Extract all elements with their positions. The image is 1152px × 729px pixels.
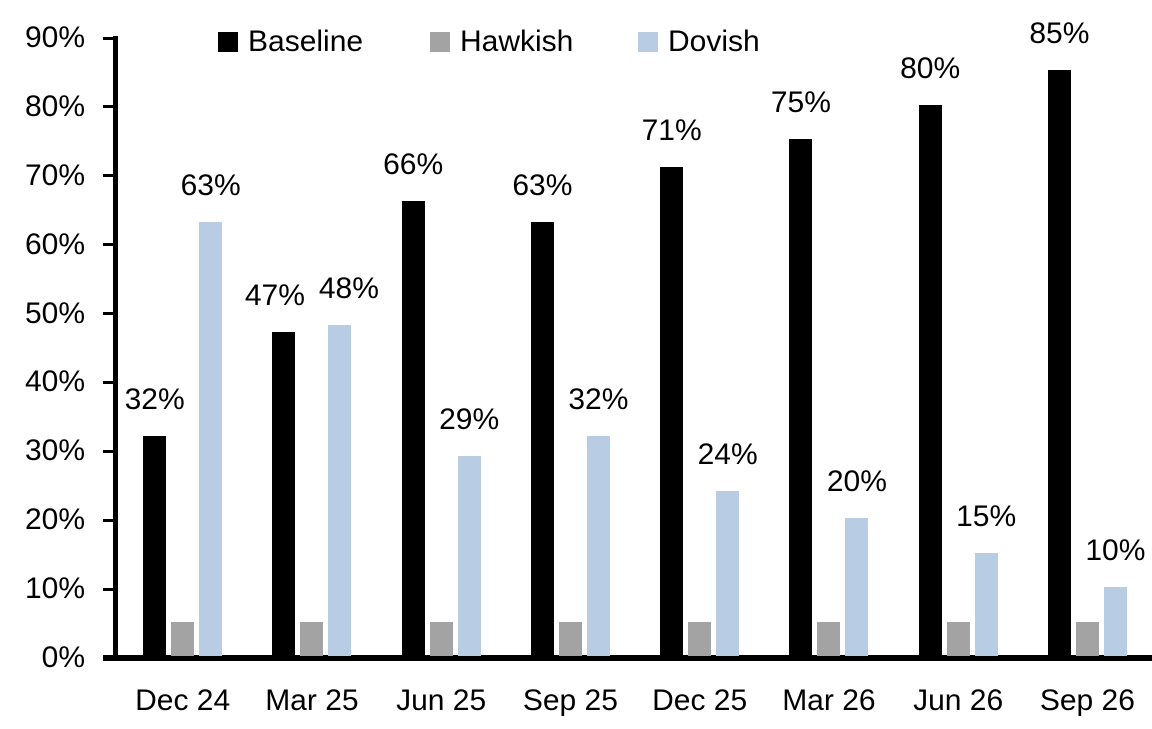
y-tick — [103, 312, 114, 316]
y-tick — [103, 174, 114, 178]
legend-item-dovish: Dovish — [638, 25, 760, 58]
y-tick-label: 10% — [24, 572, 85, 606]
bar-label: 10% — [1085, 534, 1146, 568]
y-tick — [103, 105, 114, 109]
bar-group: 66% 29% — [377, 38, 506, 656]
bar-group: 63% 32% — [506, 38, 635, 656]
bar-baseline-dec-25: 71% — [642, 114, 702, 656]
bar-dovish-mar-26: 20% — [827, 466, 887, 656]
bar-hawkish-mar-26 — [817, 621, 841, 656]
bar-label: 20% — [826, 465, 887, 499]
bar-hawkish-jun-25 — [429, 621, 453, 656]
y-tick-label: 30% — [24, 434, 85, 468]
bar-dovish-jun-25: 29% — [439, 404, 499, 656]
y-tick-label: 90% — [24, 21, 85, 54]
x-category-label: Jun 25 — [396, 684, 487, 717]
legend-item-hawkish: Hawkish — [430, 25, 574, 58]
bar-label: 71% — [641, 113, 702, 147]
bar-group: 47% 48% — [245, 38, 379, 656]
bar-dovish-mar-25: 48% — [319, 273, 379, 656]
legend-label: Hawkish — [460, 25, 574, 58]
bar-dovish-sep-26: 10% — [1085, 535, 1145, 656]
bar-label: 47% — [244, 279, 305, 313]
y-tick-label: 70% — [24, 158, 85, 192]
x-category-label: Jun 26 — [913, 684, 1004, 717]
bar-baseline-sep-25: 63% — [512, 170, 572, 656]
x-category-label: Mar 26 — [782, 684, 876, 717]
y-tick-label: 40% — [24, 365, 85, 399]
bar-group: 71% 24% — [635, 38, 764, 656]
bar-hawkish-mar-25 — [300, 621, 324, 656]
bar-label: 80% — [900, 51, 961, 85]
bar-label: 66% — [383, 148, 444, 182]
bar-dovish-dec-25: 24% — [698, 438, 758, 656]
bar-label: 24% — [697, 437, 758, 471]
bar-baseline-sep-26: 85% — [1029, 18, 1089, 656]
y-tick — [103, 380, 114, 384]
bar-group: 75% 20% — [764, 38, 893, 656]
x-category-label: Dec 25 — [652, 684, 748, 717]
y-axis-line — [113, 36, 118, 661]
y-tick — [103, 518, 114, 522]
bar-hawkish-jun-26 — [946, 621, 970, 656]
bar-label: 32% — [124, 382, 185, 416]
bar-dovish-dec-24: 63% — [181, 170, 241, 656]
y-tick-label: 0% — [41, 641, 85, 674]
bar-label: 75% — [770, 86, 831, 120]
y-tick — [103, 243, 114, 247]
x-category-label: Mar 25 — [265, 684, 359, 717]
x-category-label: Dec 24 — [135, 684, 231, 717]
legend-label: Dovish — [668, 25, 760, 58]
legend-item-baseline: Baseline — [218, 25, 364, 58]
y-tick — [103, 656, 114, 660]
bar-label: 15% — [956, 499, 1017, 533]
y-tick-label: 20% — [24, 503, 85, 537]
y-tick — [103, 36, 114, 40]
y-tick-label: 60% — [24, 227, 85, 261]
bar-baseline-jun-26: 80% — [900, 52, 960, 656]
bar-hawkish-sep-26 — [1075, 621, 1099, 656]
x-axis-line — [103, 655, 1152, 661]
bar-baseline-mar-25: 47% — [245, 280, 305, 656]
bar-label: 48% — [318, 272, 379, 306]
bar-baseline-jun-25: 66% — [383, 149, 443, 656]
bar-label: 63% — [180, 169, 241, 202]
x-category-label: Sep 25 — [522, 684, 618, 717]
y-tick-label: 80% — [24, 89, 85, 123]
bar-hawkish-dec-24 — [171, 621, 195, 656]
y-tick — [103, 449, 114, 453]
bar-hawkish-dec-25 — [688, 621, 712, 656]
bar-hawkish-sep-25 — [558, 621, 582, 656]
y-tick — [103, 587, 114, 591]
legend-swatch-baseline — [218, 32, 238, 52]
legend-swatch-dovish — [638, 32, 658, 52]
bar-baseline-mar-26: 75% — [771, 87, 831, 656]
bar-dovish-jun-26: 15% — [956, 500, 1016, 656]
bar-group: 32% 63% — [118, 38, 247, 656]
bar-baseline-dec-24: 32% — [125, 383, 185, 656]
x-category-label: Sep 26 — [1039, 684, 1135, 717]
y-tick-label: 50% — [24, 296, 85, 330]
bar-label: 29% — [439, 403, 500, 437]
bar-group: 85% 10% — [1023, 18, 1152, 656]
bar-label: 85% — [1029, 17, 1090, 51]
legend-label: Baseline — [248, 25, 364, 58]
bar-group: 80% 15% — [894, 38, 1023, 656]
bar-label: 63% — [512, 169, 573, 202]
legend-swatch-hawkish — [430, 32, 450, 52]
bar-label: 32% — [568, 382, 629, 416]
bar-dovish-sep-25: 32% — [568, 383, 628, 656]
